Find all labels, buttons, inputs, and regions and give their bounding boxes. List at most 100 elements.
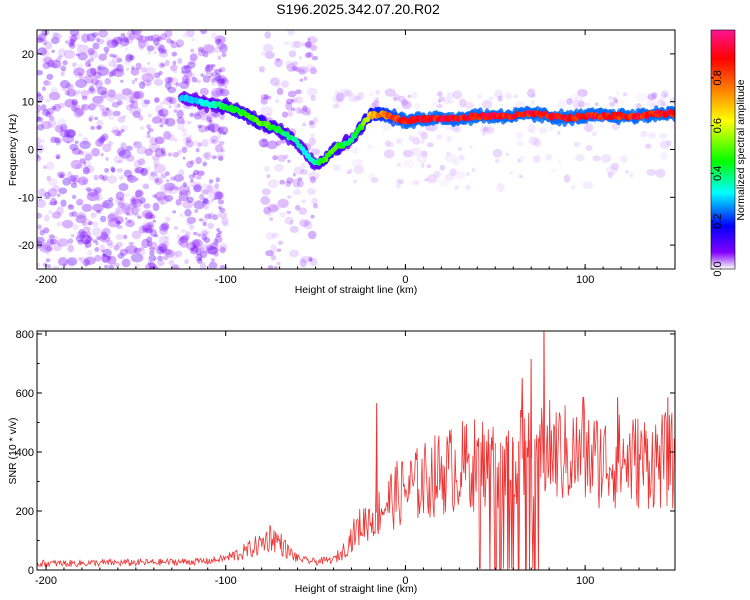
noise-blob [44, 191, 51, 200]
noise-blob [636, 103, 642, 110]
noise-blob [290, 40, 300, 49]
ridge-point [369, 114, 375, 120]
noise-blob [616, 91, 620, 95]
noise-blob [158, 47, 163, 52]
noise-blob [178, 184, 191, 194]
noise-blob [65, 173, 73, 179]
noise-blob [78, 257, 83, 261]
noise-blob [37, 212, 42, 219]
noise-blob [289, 220, 294, 225]
noise-blob [614, 99, 619, 104]
noise-blob [190, 179, 194, 183]
noise-blob [113, 262, 120, 268]
noise-blob [65, 40, 69, 44]
noise-blob [132, 110, 141, 119]
noise-blob [178, 191, 183, 195]
noise-blob [384, 140, 392, 147]
noise-blob [307, 37, 311, 41]
noise-blob [551, 168, 557, 173]
noise-blob [53, 242, 62, 252]
noise-blob [202, 51, 209, 58]
noise-blob [202, 152, 210, 159]
noise-blob [557, 160, 562, 165]
noise-blob [619, 155, 628, 164]
noise-blob [437, 91, 443, 97]
noise-blob [311, 55, 318, 61]
noise-blob [201, 233, 207, 241]
noise-blob [393, 96, 398, 101]
noise-blob [133, 141, 142, 149]
noise-blob [61, 86, 67, 91]
noise-blob [263, 43, 274, 53]
noise-blob [219, 207, 226, 213]
noise-blob [118, 41, 125, 49]
noise-blob [310, 133, 316, 138]
noise-blob [85, 187, 92, 192]
noise-blob [635, 93, 647, 102]
noise-blob [87, 47, 95, 56]
noise-blob [207, 123, 215, 131]
noise-blob [154, 177, 163, 185]
noise-blob [159, 117, 169, 125]
noise-blob [90, 212, 97, 219]
noise-blob [217, 126, 229, 135]
noise-blob [118, 183, 129, 191]
noise-blob [274, 99, 280, 103]
noise-blob [183, 69, 193, 78]
noise-blob [518, 155, 526, 161]
noise-blob [123, 192, 131, 198]
noise-blob [466, 171, 471, 176]
noise-blob [177, 58, 183, 64]
noise-blob [181, 65, 192, 74]
noise-blob [203, 237, 211, 244]
noise-blob [68, 33, 78, 43]
noise-blob [148, 172, 159, 181]
noise-blob [412, 136, 421, 145]
y-tick-label: -10 [18, 192, 34, 204]
noise-blob [205, 69, 211, 76]
noise-blob [138, 158, 146, 166]
noise-blob [154, 147, 164, 158]
noise-blob [445, 151, 451, 156]
noise-blob [291, 65, 298, 71]
noise-blob [41, 47, 46, 53]
noise-blob [58, 187, 68, 195]
noise-blob [211, 87, 223, 97]
noise-blob [159, 245, 168, 254]
noise-blob [52, 235, 58, 240]
noise-blob [123, 95, 128, 101]
noise-blob [138, 81, 146, 89]
noise-blob [213, 197, 217, 201]
noise-blob [454, 184, 459, 190]
noise-blob [200, 190, 205, 194]
noise-blob [206, 114, 213, 122]
noise-blob [37, 116, 41, 121]
noise-blob [83, 235, 86, 239]
noise-blob [82, 226, 91, 233]
noise-blob [278, 240, 284, 246]
noise-blob [444, 153, 458, 163]
noise-blob [163, 130, 172, 140]
noise-blob [134, 77, 138, 82]
noise-blob [168, 96, 177, 105]
noise-blob [374, 97, 380, 103]
noise-blob [105, 157, 109, 161]
noise-blob [162, 248, 172, 256]
noise-blob [148, 128, 154, 133]
noise-blob [51, 49, 55, 54]
noise-blob [135, 91, 143, 99]
noise-blob [85, 165, 95, 174]
noise-blob [108, 72, 114, 77]
noise-blob [37, 69, 43, 76]
noise-blob [127, 219, 132, 224]
spectrogram-plot [37, 30, 675, 269]
noise-blob [279, 179, 286, 185]
noise-blob [208, 119, 213, 124]
noise-blob [332, 95, 342, 103]
noise-blob [516, 131, 524, 139]
noise-blob [270, 244, 277, 253]
noise-blob [605, 166, 618, 176]
noise-blob [41, 86, 47, 92]
noise-blob [202, 197, 208, 204]
noise-blob [454, 126, 462, 133]
